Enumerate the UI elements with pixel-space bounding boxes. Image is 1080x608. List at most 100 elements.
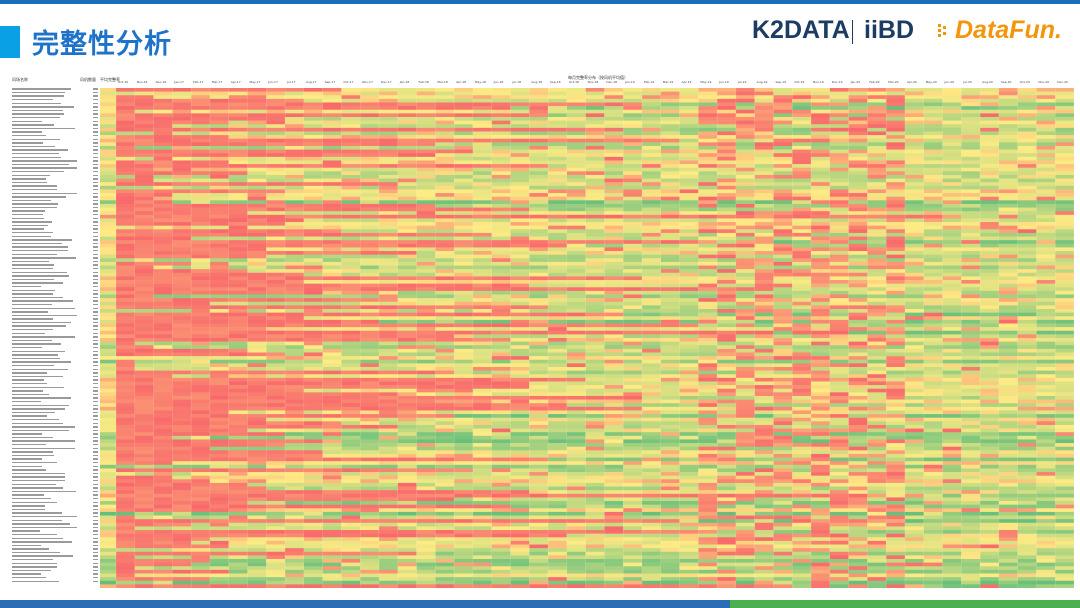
heatmap-cell <box>980 272 1000 277</box>
heatmap-cell <box>134 138 154 143</box>
heatmap-cell <box>1036 236 1056 241</box>
heatmap-cell <box>378 222 399 226</box>
heatmap-cell <box>360 91 380 96</box>
heatmap-cell <box>472 381 492 386</box>
heatmap-cell <box>266 323 286 328</box>
heatmap-cell <box>961 247 981 252</box>
heatmap-cell <box>435 374 455 379</box>
heatmap-cell <box>416 200 436 205</box>
heatmap-cell <box>172 240 192 245</box>
heatmap-cell <box>378 370 399 375</box>
heatmap-cell <box>998 142 1018 147</box>
illegible-text-placeholder <box>12 167 77 169</box>
heatmap-cell <box>341 363 361 368</box>
heatmap-cell <box>566 131 586 136</box>
heatmap-cell <box>792 189 812 194</box>
heatmap-cell <box>322 251 342 255</box>
heatmap-cell <box>285 305 305 310</box>
illegible-text-placeholder <box>93 382 98 385</box>
heatmap-cell <box>1017 116 1037 121</box>
illegible-text-placeholder <box>93 282 98 284</box>
heatmap-cell <box>886 374 906 379</box>
heatmap-cell <box>360 229 380 234</box>
heatmap-cell <box>416 254 436 259</box>
heatmap-cell <box>679 185 699 190</box>
turbine-count-cell <box>88 160 98 164</box>
heatmap-cell <box>247 102 267 107</box>
heatmap-cell <box>980 258 1000 263</box>
heatmap-cell <box>961 370 981 375</box>
heatmap-cell <box>134 352 154 357</box>
heatmap-cell <box>435 178 455 183</box>
heatmap-cell <box>435 127 455 132</box>
heatmap-cell <box>792 196 812 201</box>
heatmap-cell <box>773 388 793 393</box>
heatmap-cell <box>529 124 549 129</box>
heatmap-cell <box>285 352 305 357</box>
heatmap-cell <box>904 258 925 263</box>
heatmap-cell <box>548 251 568 255</box>
heatmap-cell <box>886 316 906 321</box>
heatmap-cell <box>942 91 962 96</box>
heatmap-cell <box>998 301 1018 306</box>
heatmap-cell <box>491 214 511 219</box>
heatmap-cell <box>247 225 267 230</box>
heatmap-cell <box>735 167 755 172</box>
heatmap-cell <box>228 160 248 165</box>
heatmap-cell <box>792 327 812 332</box>
heatmap-cell <box>134 338 154 342</box>
heatmap-cell <box>529 236 549 241</box>
heatmap-cell <box>754 319 774 324</box>
heatmap-cell <box>1017 98 1037 103</box>
heatmap-cell <box>510 251 530 255</box>
heatmap-cell <box>548 124 568 129</box>
heatmap-cell <box>360 218 380 223</box>
heatmap-cell <box>1036 167 1056 172</box>
heatmap-cell <box>1055 352 1074 357</box>
heatmap-cell <box>998 240 1018 245</box>
heatmap-cell <box>773 214 793 219</box>
heatmap-cell <box>153 214 173 219</box>
illegible-text-placeholder <box>93 490 98 493</box>
heatmap-cell <box>604 138 624 143</box>
turbine-count-cell <box>88 382 98 387</box>
heatmap-cell <box>754 363 774 368</box>
heatmap-cell <box>660 178 680 183</box>
heatmap-cell <box>1036 251 1056 255</box>
wind-farm-name-cell <box>12 436 82 441</box>
heatmap-cell <box>228 261 248 266</box>
heatmap-cell <box>641 98 662 103</box>
heatmap-cell <box>585 193 605 197</box>
heatmap-cell <box>773 88 793 92</box>
heatmap-cell <box>998 330 1018 335</box>
heatmap-cell <box>754 225 774 230</box>
heatmap-cell <box>153 156 173 161</box>
heatmap-cell <box>360 251 380 255</box>
heatmap-cell <box>341 109 361 114</box>
heatmap-cell <box>303 377 323 382</box>
heatmap-cell <box>228 352 248 357</box>
heatmap-cell <box>472 116 492 121</box>
heatmap-cell <box>623 185 643 190</box>
wind-farm-name-cell <box>12 339 82 344</box>
heatmap-cell <box>867 156 887 161</box>
heatmap-cell <box>209 185 229 190</box>
heatmap-cell <box>904 142 925 147</box>
heatmap-cell <box>961 182 981 187</box>
heatmap-cell <box>191 127 211 132</box>
heatmap-cell <box>735 269 755 274</box>
heatmap-cell <box>735 124 755 129</box>
heatmap-cell <box>829 243 849 248</box>
heatmap-cell <box>867 330 887 335</box>
heatmap-cell <box>998 225 1018 230</box>
heatmap-cell <box>829 269 849 274</box>
heatmap-cell <box>735 222 755 226</box>
heatmap-cell <box>980 167 1000 172</box>
heatmap-cell <box>228 229 248 234</box>
wind-farm-name-cell <box>12 444 82 448</box>
heatmap-cell <box>811 145 831 150</box>
wind-farm-name-cell <box>12 487 82 491</box>
heatmap-cell <box>191 193 211 197</box>
heatmap-cell <box>472 229 492 234</box>
heatmap-cell <box>153 240 173 245</box>
